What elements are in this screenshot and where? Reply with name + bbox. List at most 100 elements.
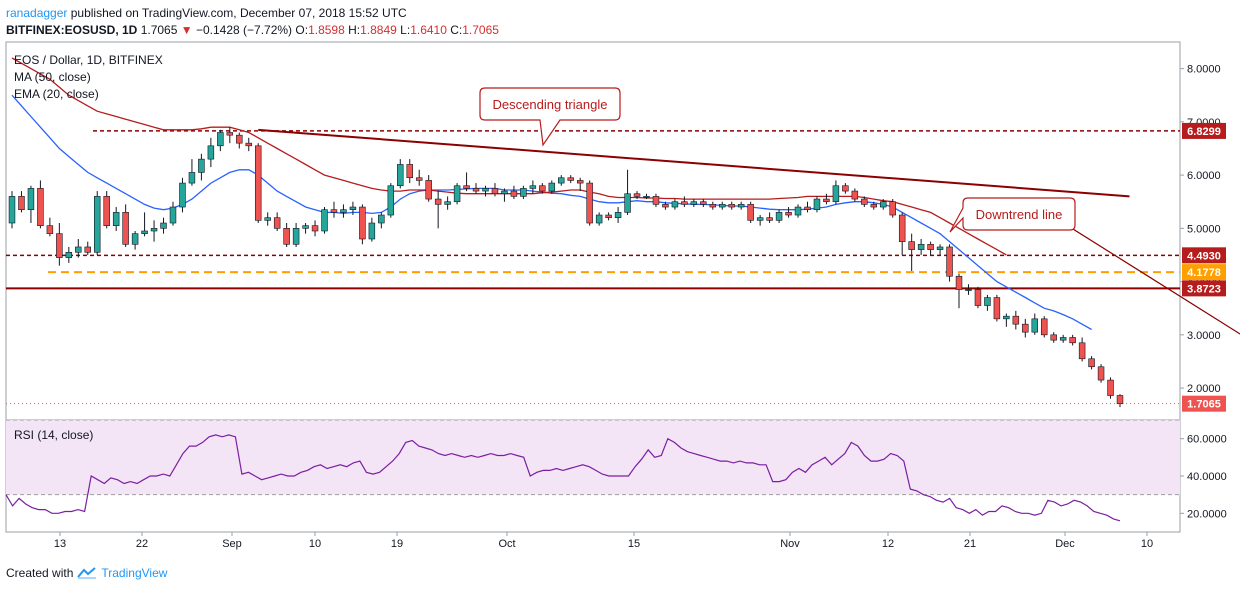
candle [737, 201, 745, 210]
candle [851, 188, 859, 202]
publisher-name[interactable]: ranadagger [6, 6, 68, 20]
candle-body [737, 204, 745, 208]
candle-body [709, 204, 717, 208]
candle-body [321, 209, 328, 232]
candle-body [18, 196, 25, 211]
candle [955, 273, 963, 309]
candle [558, 175, 565, 186]
chart-title: EOS / Dollar, 1D, BITFINEX [14, 53, 163, 67]
close-label: C: [450, 23, 463, 37]
candle-body [349, 206, 357, 211]
candle-body [719, 204, 726, 208]
price-label-bg [1182, 395, 1226, 412]
candle-body [1107, 379, 1114, 396]
candle [690, 199, 698, 208]
candle [415, 169, 423, 186]
candle-body [510, 190, 518, 197]
candle-body [501, 190, 508, 195]
candle [93, 191, 101, 255]
x-tick-label: 12 [882, 538, 894, 550]
price-label: 4.1778 [1182, 264, 1226, 281]
downtrend-line-callout: Downtrend line [949, 197, 1076, 233]
publish-line: ranadagger published on TradingView.com,… [6, 6, 407, 20]
down-arrow-icon: ▼ [180, 23, 193, 37]
price-label: 1.7065 [1182, 395, 1226, 412]
candle [614, 207, 622, 224]
candle-body [359, 206, 366, 240]
candle [292, 223, 300, 247]
candle-body [595, 214, 603, 224]
candle-body [643, 196, 650, 198]
x-tick-label: 13 [54, 538, 66, 550]
candle-body [273, 217, 281, 229]
tradingview-brand-link[interactable]: TradingView [101, 566, 168, 580]
candle-body [624, 193, 631, 213]
candle [359, 204, 366, 245]
candle-body [1078, 342, 1086, 360]
open-value: 1.8598 [308, 23, 345, 37]
candle-body [794, 206, 802, 216]
price-change: −0.1428 (−7.72%) [195, 23, 293, 37]
candle-body [633, 193, 641, 197]
candle-body [690, 201, 698, 205]
candle-body [93, 196, 101, 253]
rsi-tick-label: 60.0000 [1187, 434, 1227, 446]
price-label-text: 1.7065 [1187, 399, 1221, 411]
candle [321, 207, 328, 234]
candle-body [861, 198, 868, 205]
candle [56, 223, 63, 266]
high-label: H: [348, 23, 361, 37]
candle-body [605, 214, 612, 218]
candle [444, 196, 451, 210]
candle [595, 212, 603, 226]
symbol-line: BITFINEX:EOSUSD, 1D 1.7065 ▼ −0.1428 (−7… [6, 23, 499, 37]
candle-body [292, 228, 300, 245]
price-label-bg [1182, 264, 1226, 281]
candle-body [27, 188, 35, 211]
price-label: 3.8723 [1182, 280, 1226, 297]
candle [1069, 334, 1076, 346]
candle-body [1059, 337, 1067, 341]
candle-body [927, 244, 934, 250]
x-tick-label: Oct [498, 538, 515, 550]
candle [397, 159, 404, 189]
descending-triangle-text: Descending triangle [493, 97, 608, 112]
candle-body [122, 212, 129, 245]
candle-body [188, 172, 196, 184]
candle-body [311, 225, 319, 232]
candle-body [453, 185, 461, 203]
price-label-text: 4.4930 [1187, 250, 1221, 262]
candle-body [823, 198, 830, 203]
candle [46, 217, 54, 237]
candle [226, 127, 234, 144]
rsi-tick-label: 40.0000 [1187, 471, 1227, 483]
candle-body [785, 212, 792, 216]
candle [785, 207, 792, 218]
candle-body [387, 185, 395, 216]
price-label-text: 6.8299 [1187, 126, 1221, 138]
candle [520, 185, 527, 200]
candle-body [898, 214, 906, 242]
candle-body [700, 201, 707, 205]
candle [1107, 377, 1114, 399]
candle-body [756, 217, 764, 221]
candle-body [662, 204, 669, 208]
candle-body [75, 246, 82, 253]
candle-body [539, 185, 546, 192]
candle [908, 233, 915, 271]
candle [548, 180, 556, 194]
candle [283, 223, 290, 247]
candle-body [870, 204, 878, 208]
candle [974, 286, 982, 309]
candle [349, 201, 357, 216]
downtrend-line-text: Downtrend line [976, 207, 1063, 222]
candle-body [775, 212, 783, 221]
y-tick-label: 3.0000 [1187, 330, 1221, 342]
candle-body [8, 196, 16, 224]
candle [84, 241, 91, 255]
candle-body [56, 233, 63, 258]
candle [984, 294, 991, 311]
callout-box [949, 197, 1076, 233]
candle-body [112, 212, 120, 226]
